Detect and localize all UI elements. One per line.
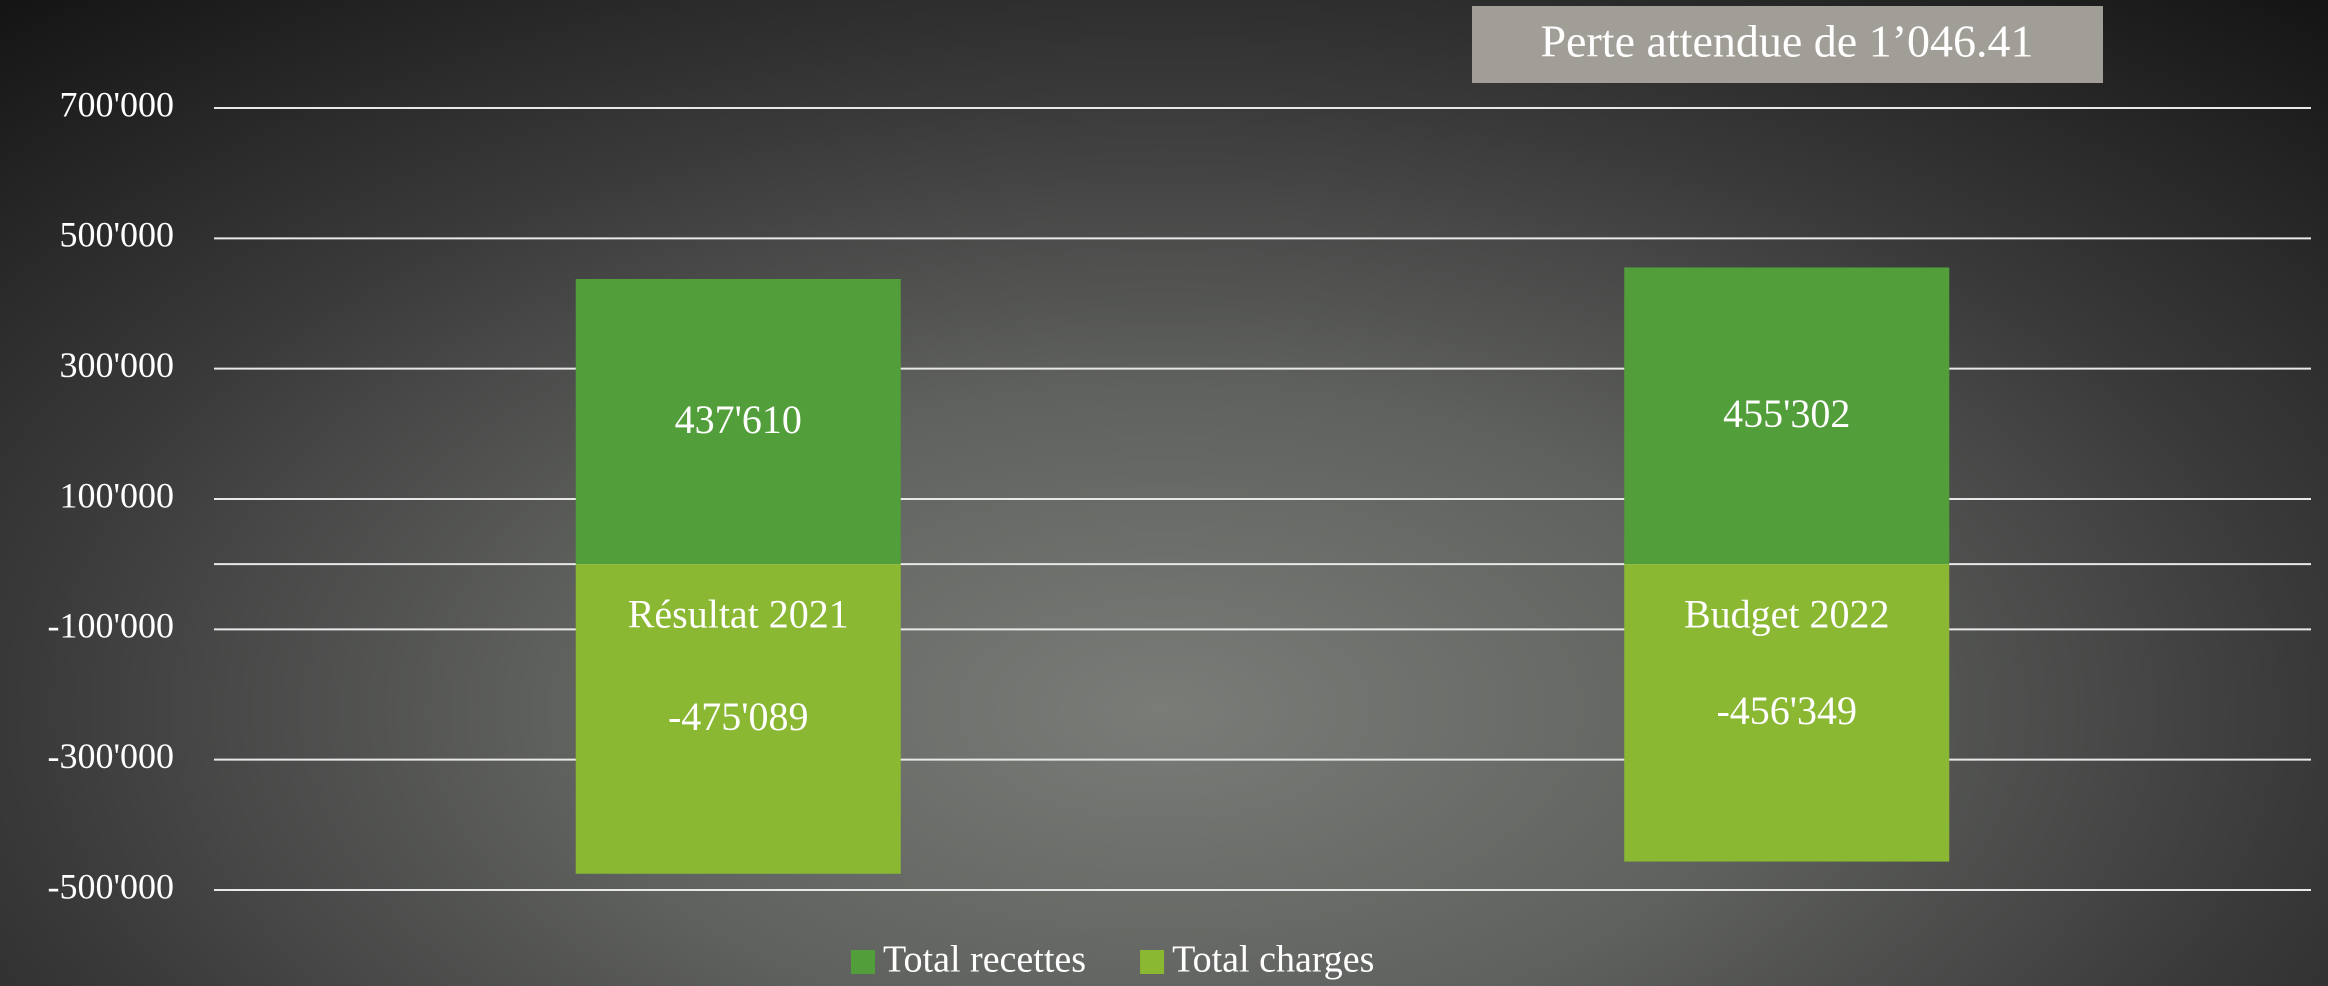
y-tick-label: -500'000	[48, 866, 174, 906]
bar	[1624, 564, 1950, 862]
category-label: Budget 2022	[1684, 591, 1890, 636]
bar	[575, 564, 901, 874]
y-tick-label: 300'000	[60, 345, 175, 385]
y-tick-label: -300'000	[48, 736, 174, 776]
y-tick-label: 500'000	[60, 215, 175, 255]
legend-label: Total charges	[1172, 939, 1374, 981]
bar	[1624, 267, 1950, 565]
legend-swatch	[851, 950, 875, 974]
category-label: Résultat 2021	[628, 591, 849, 636]
annotation: Perte attendue de 1’046.41	[1540, 16, 2033, 67]
value-label: -456'349	[1716, 688, 1857, 733]
value-label: 437'610	[675, 397, 802, 442]
y-tick-label: 100'000	[60, 475, 175, 515]
y-tick-label: 700'000	[60, 84, 175, 124]
value-label: -475'089	[668, 694, 809, 739]
annotation-box	[1472, 6, 2103, 83]
bar	[575, 278, 901, 565]
legend-swatch	[1140, 950, 1165, 974]
value-label: 455'302	[1723, 391, 1850, 436]
y-tick-label: -100'000	[48, 606, 174, 646]
legend-label: Total recettes	[883, 939, 1086, 981]
